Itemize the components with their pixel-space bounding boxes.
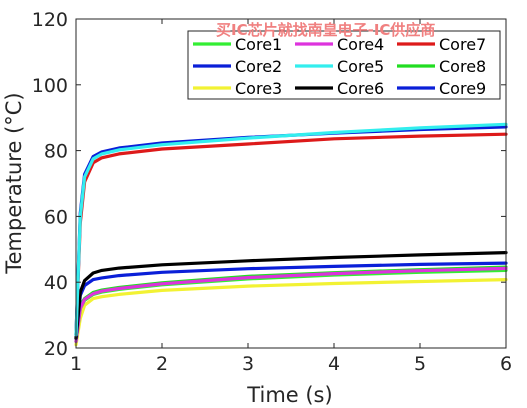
series-line-core4 xyxy=(74,266,508,343)
legend-label-core9: Core9 xyxy=(439,79,486,98)
axes-layer: 1 2 3 4 5 6 20 40 60 80 100 120 xyxy=(32,9,512,375)
y-tick-label: 40 xyxy=(44,272,68,294)
y-tick-label: 120 xyxy=(32,9,68,31)
legend-label-core3: Core3 xyxy=(235,79,282,98)
series-layer xyxy=(74,122,508,347)
y-axis-title: Temperature (°C) xyxy=(2,92,26,274)
x-tick-label: 1 xyxy=(70,353,82,375)
y-tick-label: 80 xyxy=(44,141,68,163)
legend-label-core1: Core1 xyxy=(235,35,282,54)
legend-label-core8: Core8 xyxy=(439,57,486,76)
x-tick-label: 2 xyxy=(156,353,168,375)
series-line-core3 xyxy=(74,278,508,347)
x-tick-label: 6 xyxy=(500,353,512,375)
series-line-core5 xyxy=(74,122,508,337)
legend: Core1 Core2 Core3 Core4 Core5 Core6 Core7 Core8… xyxy=(187,30,501,100)
axes-frame xyxy=(75,18,507,349)
series-line-core6 xyxy=(74,251,508,340)
x-tick-label: 4 xyxy=(328,353,340,375)
legend-label-core4: Core4 xyxy=(337,35,384,54)
y-tick-label: 60 xyxy=(44,206,68,228)
y-tick-label: 100 xyxy=(32,75,68,97)
legend-label-core2: Core2 xyxy=(235,57,282,76)
watermark: 买IC芯片就找南皇电子-IC供应商 xyxy=(216,21,435,39)
legend-label-core5: Core5 xyxy=(337,57,384,76)
x-tick-label: 3 xyxy=(242,353,254,375)
legend-label-core6: Core6 xyxy=(337,79,384,98)
x-tick-label: 5 xyxy=(414,353,426,375)
x-axis-title: Time (s) xyxy=(246,383,332,407)
legend-label-core7: Core7 xyxy=(439,35,486,54)
legend-box xyxy=(187,30,501,100)
y-tick-label: 20 xyxy=(44,338,68,360)
